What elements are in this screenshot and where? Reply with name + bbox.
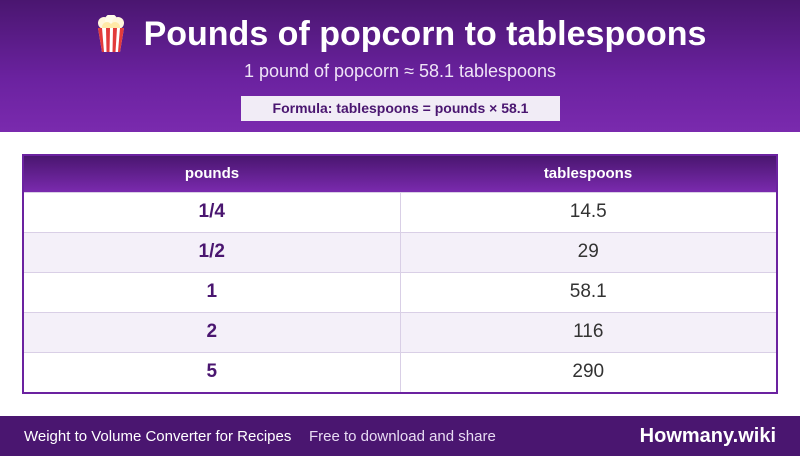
tablespoons-cell: 14.5 xyxy=(400,191,776,232)
page-title-row: Pounds of popcorn to tablespoons xyxy=(0,14,800,54)
table-row: 1/4 14.5 xyxy=(24,191,776,232)
conversion-table: pounds tablespoons 1/4 14.5 1/2 29 1 58.… xyxy=(22,154,778,394)
pounds-cell: 5 xyxy=(24,351,401,392)
table-row: 5 290 xyxy=(24,351,776,392)
pounds-cell: 1/2 xyxy=(24,231,401,272)
table-row: 2 116 xyxy=(24,311,776,352)
popcorn-icon xyxy=(97,15,124,52)
formula-box: Formula: tablespoons = pounds × 58.1 xyxy=(241,96,560,121)
table-row: 1/2 29 xyxy=(24,231,776,272)
table-row: 1 58.1 xyxy=(24,271,776,312)
footer-tagline: Weight to Volume Converter for Recipes xyxy=(24,428,292,445)
site-brand[interactable]: Howmany.wiki xyxy=(639,425,776,447)
conversion-table-grid: pounds tablespoons 1/4 14.5 1/2 29 1 58.… xyxy=(24,156,776,392)
header-banner: Pounds of popcorn to tablespoons 1 pound… xyxy=(0,0,800,132)
tablespoons-cell: 29 xyxy=(400,231,776,272)
pounds-cell: 1/4 xyxy=(24,191,401,232)
column-header-tablespoons: tablespoons xyxy=(400,156,776,192)
page-title: Pounds of popcorn to tablespoons xyxy=(143,15,707,53)
tablespoons-cell: 116 xyxy=(400,311,776,352)
column-header-pounds: pounds xyxy=(24,156,400,192)
pounds-cell: 1 xyxy=(24,271,401,312)
page-subtitle: 1 pound of popcorn ≈ 58.1 tablespoons xyxy=(243,61,557,81)
footer-share-note: Free to download and share xyxy=(309,428,496,445)
tablespoons-cell: 58.1 xyxy=(400,271,776,312)
pounds-cell: 2 xyxy=(24,311,401,352)
tablespoons-cell: 290 xyxy=(400,351,776,392)
footer-bar: Weight to Volume Converter for Recipes F… xyxy=(0,416,800,456)
table-header-row: pounds tablespoons xyxy=(24,156,776,192)
